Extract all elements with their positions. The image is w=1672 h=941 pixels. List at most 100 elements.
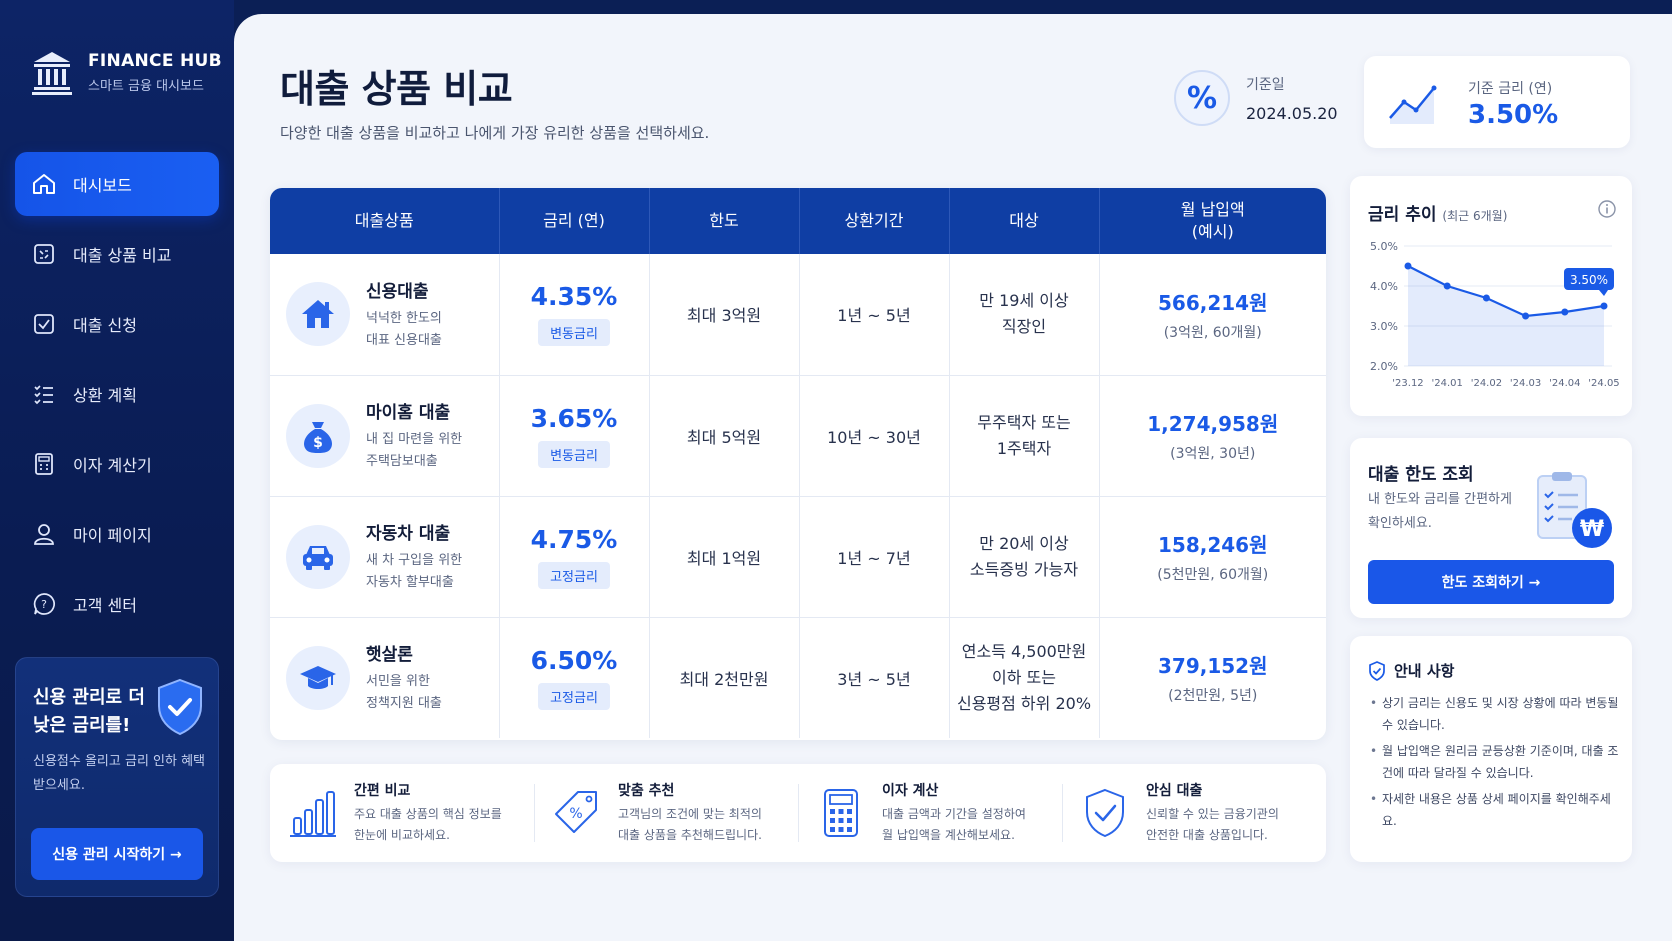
trend-title-text: 금리 추이	[1368, 205, 1437, 225]
sidebar-item-loan-compare[interactable]: 대출 상품 비교	[15, 222, 219, 286]
repayment-term: 1년 ~ 5년	[799, 254, 950, 376]
sidebar-item-label: 대출 상품 비교	[73, 246, 172, 265]
y-tick-label: 3.0%	[1370, 320, 1398, 333]
home-icon	[33, 174, 55, 194]
column-header: 금리 (연)	[499, 188, 650, 254]
notice-item: 월 납입액은 원리금 균등상환 기준이며, 대출 조건에 따라 달라질 수 있습…	[1370, 740, 1620, 784]
loan-limit-card: 대출 한도 조회 내 한도와 금리를 간편하게 확인하세요. ₩ 한도 조회하기…	[1350, 438, 1632, 618]
sidebar-item-my-page[interactable]: 마이 페이지	[15, 502, 219, 566]
checkbox-icon	[34, 314, 54, 334]
column-header: 상환기간	[799, 188, 950, 254]
limit-description: 내 한도와 금리를 간편하게 확인하세요.	[1368, 492, 1512, 531]
info-icon[interactable]	[1598, 200, 1616, 218]
calculator-icon	[35, 453, 53, 475]
start-credit-management-button[interactable]: 신용 관리 시작하기 →	[31, 828, 203, 880]
table-header-row: 대출상품 금리 (연) 한도 상환기간 대상 월 납입액 (예시)	[270, 188, 1326, 254]
table-row[interactable]: 자동차 대출 새 차 구입을 위한 자동차 할부대출 4.75% 고정금리 최대 …	[270, 496, 1326, 618]
callout-pointer	[1599, 290, 1608, 296]
base-rate-value: 3.50%	[1468, 100, 1559, 130]
brand[interactable]: FINANCE HUB 스마트 금융 대시보드	[30, 48, 222, 96]
notice-title: 안내 사항	[1368, 660, 1454, 681]
repayment-term: 10년 ~ 30년	[799, 375, 950, 497]
loan-limit: 최대 2천만원	[649, 617, 800, 738]
sidebar-item-customer-center[interactable]: ? 고객 센터	[15, 572, 219, 636]
rate-type-badge: 고정금리	[538, 682, 610, 710]
sidebar-nav: 대시보드 대출 상품 비교 대출 신청 상환 계획 이자 계산기 마이 페이지 …	[15, 152, 219, 642]
feature-description: 대출 금액과 기간을 설정하여 월 납입액을 계산해보세요.	[882, 807, 1026, 842]
column-header: 월 납입액 (예시)	[1099, 188, 1326, 254]
notice-card: 안내 사항 상기 금리는 신용도 및 시장 상황에 따라 변동될 수 있습니다.…	[1350, 636, 1632, 862]
series-line	[1407, 265, 1605, 318]
product-description: 넉넉한 한도의 대표 신용대출	[366, 310, 442, 348]
payment-note: (3억원, 30년)	[1170, 446, 1256, 462]
table-row[interactable]: $ 마이홈 대출 내 집 마련을 위한 주택담보대출 3.65% 변동금리 최대 …	[270, 375, 1326, 497]
data-point	[1404, 262, 1412, 270]
repayment-term: 3년 ~ 5년	[799, 617, 950, 738]
sidebar-item-label: 대출 신청	[73, 316, 137, 335]
page-title: 대출 상품 비교	[280, 67, 513, 111]
payment-note: (2천만원, 5년)	[1168, 688, 1258, 705]
sidebar-item-interest-calculator[interactable]: 이자 계산기	[15, 432, 219, 496]
base-rate-card: 기준 금리 (연) 3.50%	[1364, 56, 1630, 148]
y-tick-label: 5.0%	[1370, 240, 1398, 253]
compare-icon	[34, 244, 54, 264]
notice-title-text: 안내 사항	[1394, 662, 1455, 680]
monthly-payment: 379,152원	[1158, 654, 1268, 679]
loan-limit: 최대 5억원	[649, 375, 800, 497]
svg-text:?: ?	[41, 598, 47, 611]
monthly-payment: 1,274,958원	[1147, 412, 1279, 436]
interest-rate: 6.50%	[530, 645, 618, 675]
loan-limit: 최대 1억원	[649, 496, 800, 618]
shield-check-icon	[1369, 660, 1385, 681]
credit-promo-card: 신용 관리로 더 낮은 금리를! 신용점수 올리고 금리 인하 혜택 받으세요.…	[15, 657, 219, 897]
feature-description: 신뢰할 수 있는 금융기관의 안전한 대출 상품입니다.	[1146, 807, 1279, 842]
feature-item: % 맞춤 추천 고객님의 조건에 맞는 최적의 대출 상품을 추천해드립니다.	[534, 764, 798, 862]
interest-rate: 3.65%	[530, 403, 618, 433]
main-content: 대출 상품 비교 다양한 대출 상품을 비교하고 나에게 가장 유리한 상품을 …	[234, 14, 1672, 941]
brand-subtitle: 스마트 금융 대시보드	[88, 78, 204, 94]
base-rate-label: 기준 금리 (연)	[1468, 81, 1553, 97]
sidebar-item-repayment-plan[interactable]: 상환 계획	[15, 362, 219, 426]
sidebar: FINANCE HUB 스마트 금융 대시보드 대시보드 대출 상품 비교 대출…	[0, 0, 234, 941]
x-tick-label: '23.12	[1392, 378, 1423, 389]
column-header: 대상	[949, 188, 1100, 254]
feature-title: 이자 계산	[882, 783, 939, 799]
shield-check-icon	[1086, 788, 1124, 838]
x-tick-label: '24.02	[1471, 378, 1502, 389]
bank-logo-icon	[32, 52, 72, 95]
table-row[interactable]: 신용대출 넉넉한 한도의 대표 신용대출 4.35% 변동금리 최대 3억원 1년…	[270, 254, 1326, 376]
sidebar-item-label: 고객 센터	[73, 596, 137, 615]
sidebar-item-label: 상환 계획	[73, 386, 137, 405]
data-point	[1443, 282, 1451, 290]
feature-description: 고객님의 조건에 맞는 최적의 대출 상품을 추천해드립니다.	[618, 807, 762, 842]
notice-list: 상기 금리는 신용도 및 시장 상황에 따라 변동될 수 있습니다. 월 납입액…	[1370, 692, 1620, 836]
trend-period: (최근 6개월)	[1442, 209, 1508, 223]
product-description: 내 집 마련을 위한 주택담보대출	[366, 432, 463, 469]
feature-title: 맞춤 추천	[618, 783, 675, 799]
payment-note: (5천만원, 60개월)	[1157, 567, 1269, 583]
eligibility: 무주택자 또는 1주택자	[949, 375, 1100, 497]
column-header: 한도	[649, 188, 800, 254]
svg-text:%: %	[569, 806, 582, 822]
car-icon	[286, 524, 350, 589]
svg-text:$: $	[313, 435, 323, 451]
sidebar-item-label: 마이 페이지	[73, 526, 152, 545]
interest-rate: 4.75%	[530, 524, 618, 554]
sidebar-item-dashboard[interactable]: 대시보드	[15, 152, 219, 216]
x-tick-label: '24.04	[1549, 378, 1580, 389]
sidebar-item-loan-apply[interactable]: 대출 신청	[15, 292, 219, 356]
check-limit-button[interactable]: 한도 조회하기 →	[1368, 560, 1614, 604]
shield-check-icon	[158, 678, 202, 736]
product-name: 신용대출	[366, 281, 429, 302]
series-area	[1408, 266, 1604, 366]
rate-type-badge: 고정금리	[538, 561, 610, 589]
feature-item: 간편 비교 주요 대출 상품의 핵심 정보를 한눈에 비교하세요.	[270, 764, 534, 862]
graduation-cap-icon	[286, 645, 350, 710]
loan-limit: 최대 3억원	[649, 254, 800, 376]
bar-chart-icon	[290, 791, 336, 837]
table-row[interactable]: 햇살론 서민을 위한 정책지원 대출 6.50% 고정금리 최대 2천만원 3년 …	[270, 617, 1326, 738]
list-icon	[34, 385, 53, 405]
y-tick-label: 2.0%	[1370, 360, 1398, 373]
feature-description: 주요 대출 상품의 핵심 정보를 한눈에 비교하세요.	[354, 807, 502, 842]
sidebar-item-label: 대시보드	[73, 176, 132, 195]
